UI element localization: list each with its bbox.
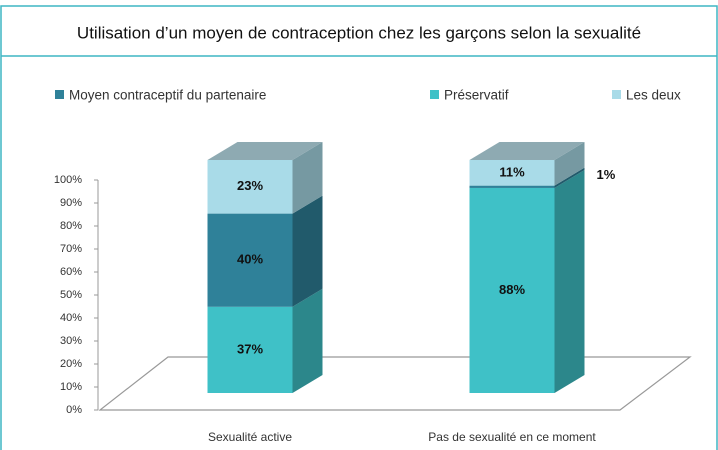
bar-side <box>554 167 585 188</box>
y-tick-label: 70% <box>60 243 82 255</box>
value-label: 23% <box>237 178 263 193</box>
bar-side <box>292 288 323 393</box>
y-tick-label: 10% <box>60 381 82 393</box>
x-tick-label: Pas de sexualité en ce moment <box>428 430 596 444</box>
legend-label: Moyen contraceptif du partenaire <box>69 88 266 103</box>
bar-segment <box>207 213 293 307</box>
bar-segment <box>469 185 555 188</box>
bar-segment <box>469 160 555 186</box>
chart-title: Utilisation d’un moyen de contraception … <box>77 23 641 42</box>
legend-swatch <box>612 90 621 99</box>
bar-side <box>554 142 585 186</box>
x-tick-label: Sexualité active <box>208 430 292 444</box>
legend-swatch <box>430 90 439 99</box>
y-tick-label: 40% <box>60 312 82 324</box>
y-tick-label: 30% <box>60 335 82 347</box>
bar-segment <box>207 306 293 393</box>
frame <box>0 5 718 450</box>
legend-swatch <box>55 90 64 99</box>
floor <box>98 356 692 411</box>
bar-top <box>469 142 585 160</box>
y-tick-label: 0% <box>66 404 82 416</box>
bar-side <box>292 142 323 214</box>
bar-segment <box>207 160 293 214</box>
y-tick-label: 80% <box>60 220 82 232</box>
y-tick-label: 100% <box>54 174 82 186</box>
y-tick-label: 60% <box>60 266 82 278</box>
legend-label: Les deux <box>626 88 681 103</box>
value-label: 40% <box>237 252 263 267</box>
bar-top <box>207 142 323 160</box>
y-tick-label: 90% <box>60 197 82 209</box>
value-label: 11% <box>499 164 525 179</box>
y-tick-label: 50% <box>60 289 82 301</box>
bar-segment <box>469 187 555 393</box>
value-label: 88% <box>499 282 525 297</box>
value-label: 1% <box>597 167 616 182</box>
y-tick-label: 20% <box>60 358 82 370</box>
bar-side <box>292 195 323 307</box>
legend-label: Préservatif <box>444 88 509 103</box>
value-label: 37% <box>237 341 263 356</box>
bar-side <box>554 169 585 393</box>
